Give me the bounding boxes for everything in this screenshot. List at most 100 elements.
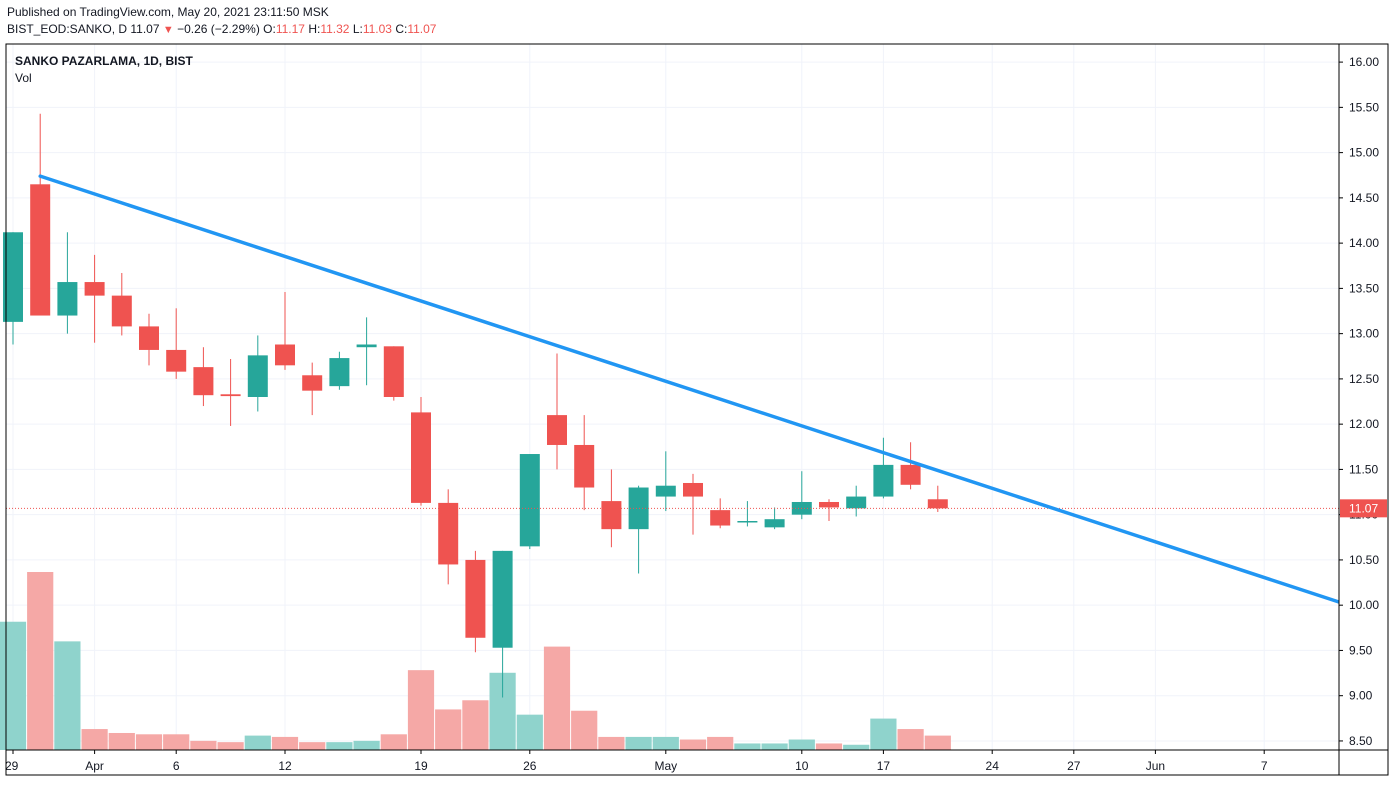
published-line: Published on TradingView.com, May 20, 20… (7, 5, 329, 19)
candle-body (193, 367, 214, 396)
symbol-line: BIST_EOD:SANKO, D 11.07 ▼ −0.26 (−2.29%)… (7, 21, 436, 39)
candle-body (819, 501, 839, 508)
price-tick-label: 16.00 (1349, 55, 1379, 69)
candle-body (57, 282, 78, 316)
candle-body (547, 415, 567, 445)
price-tick-label: 14.50 (1349, 191, 1379, 205)
candle-body (737, 521, 758, 523)
price-tick-label: 9.50 (1349, 643, 1373, 657)
candle-body (111, 295, 132, 327)
candle-body (275, 344, 295, 366)
candle-body (247, 355, 268, 397)
time-tick-label: 10 (795, 759, 809, 773)
volume-bar (543, 646, 571, 750)
price-tick-label: 10.00 (1349, 598, 1379, 612)
candle-body (166, 349, 187, 372)
candle-body (492, 550, 513, 648)
last-price-badge (1340, 499, 1387, 518)
volume-bar (625, 736, 652, 750)
candle-body (900, 464, 921, 485)
price-tick-label: 8.50 (1349, 734, 1373, 748)
candle-body (927, 499, 948, 509)
volume-bar (707, 736, 734, 750)
volume-bar (598, 736, 625, 750)
volume-bar (435, 709, 462, 750)
candle-body (411, 412, 431, 503)
volume-bar (679, 739, 707, 750)
candle-body (574, 444, 595, 488)
candle-body (710, 510, 731, 526)
volume-bar (843, 744, 870, 750)
candle-body (383, 346, 404, 397)
last-price: 11.07 (130, 22, 160, 36)
volume-bar (870, 718, 897, 750)
time-tick-label: 6 (173, 759, 180, 773)
price-change: −0.26 (−2.29%) (177, 22, 260, 36)
volume-bar (0, 621, 27, 750)
time-tick-label: 19 (414, 759, 428, 773)
price-tick-label: 14.00 (1349, 236, 1379, 250)
volume-bar (271, 736, 299, 750)
candle-body (329, 358, 350, 387)
chart-border (5, 43, 1389, 776)
down-arrow-icon: ▼ (162, 24, 174, 36)
time-tick-label: Apr (85, 759, 104, 773)
volume-bar (571, 710, 598, 750)
axes: 8.509.009.5010.0010.5011.0011.5012.0012.… (5, 44, 1388, 775)
volume-bar (135, 734, 163, 750)
close-label: C: (395, 22, 408, 36)
volume-bar (761, 743, 788, 750)
volume-bar (244, 735, 271, 750)
candle-body (84, 282, 105, 296)
symbol-name: BIST_EOD:SANKO, D (7, 22, 128, 36)
time-tick-label: 12 (278, 759, 292, 773)
open-value: 11.17 (275, 22, 305, 36)
trendline[interactable] (38, 174, 1345, 606)
candle-body (601, 501, 622, 530)
price-tick-label: 10.50 (1349, 553, 1379, 567)
volume-bar (788, 739, 815, 750)
volume-bar (190, 740, 217, 750)
price-tick-label: 9.00 (1349, 689, 1373, 703)
candles (3, 113, 948, 698)
price-tick-label: 12.00 (1349, 417, 1379, 431)
price-tick-label: 13.50 (1349, 281, 1379, 295)
candle-body (465, 559, 486, 638)
candle-body (139, 326, 159, 350)
candle-body (683, 482, 703, 497)
low-label: L: (352, 22, 363, 36)
time-tick-label: 26 (523, 759, 537, 773)
volume-bar (108, 732, 135, 750)
volume-bar (326, 742, 353, 750)
candle-body (3, 232, 23, 322)
volume-bar (462, 700, 489, 750)
high-value: 11.32 (320, 22, 350, 36)
time-tick-label: 7 (1261, 759, 1268, 773)
time-tick-label: Jun (1146, 759, 1165, 773)
price-tick-label: 11.50 (1349, 462, 1378, 476)
candle-body (846, 496, 867, 509)
time-tick-label: 27 (1067, 759, 1081, 773)
volume-bar (734, 743, 761, 750)
candle-body (628, 487, 649, 530)
candle-body (220, 394, 241, 397)
candle-body (356, 344, 377, 348)
candle-body (30, 184, 51, 316)
volume-bar (897, 729, 924, 750)
volume-bar (815, 743, 843, 750)
low-value: 11.03 (362, 22, 392, 36)
volume-label: Vol (15, 71, 32, 85)
time-tick-label: 24 (986, 759, 1000, 773)
volume-bar (380, 734, 407, 750)
candle-body (302, 375, 323, 391)
candle-body (519, 454, 540, 547)
candle-body (764, 519, 785, 528)
volume-bar (27, 572, 54, 750)
volume-bar (81, 729, 108, 750)
volume-bar (516, 714, 543, 750)
price-tick-label: 12.50 (1349, 372, 1379, 386)
price-tick-label: 15.00 (1349, 146, 1379, 160)
volume-bar (353, 740, 380, 750)
high-label: H: (308, 22, 321, 36)
